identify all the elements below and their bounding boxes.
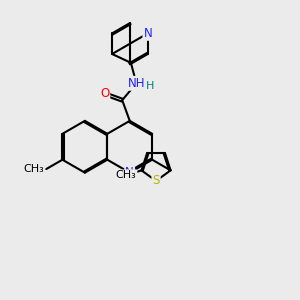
Text: CH₃: CH₃	[116, 170, 136, 180]
Text: N: N	[143, 27, 152, 40]
Text: H: H	[146, 81, 154, 91]
Text: N: N	[125, 166, 134, 179]
Text: S: S	[152, 174, 160, 188]
Text: CH₃: CH₃	[23, 164, 44, 174]
Text: NH: NH	[128, 77, 145, 90]
Text: O: O	[100, 87, 109, 100]
